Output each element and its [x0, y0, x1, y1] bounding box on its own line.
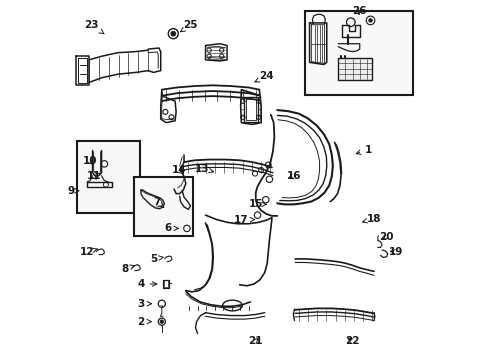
Text: 25: 25 — [180, 20, 198, 32]
Circle shape — [368, 19, 372, 22]
Bar — [305, 11, 413, 95]
Text: 10: 10 — [83, 156, 98, 166]
Bar — [338, 58, 372, 80]
Text: 18: 18 — [363, 214, 381, 224]
Text: 24: 24 — [255, 71, 274, 82]
Text: 11: 11 — [86, 171, 101, 181]
Text: 4: 4 — [137, 279, 157, 289]
Circle shape — [171, 31, 176, 36]
Text: 16: 16 — [287, 171, 302, 181]
Text: 26: 26 — [352, 6, 367, 16]
Text: 6: 6 — [164, 224, 178, 233]
Text: 14: 14 — [172, 165, 186, 175]
Text: 17: 17 — [234, 215, 255, 225]
Text: 15: 15 — [248, 199, 266, 210]
Text: 5: 5 — [150, 254, 163, 264]
Text: 20: 20 — [379, 232, 393, 242]
Text: 22: 22 — [345, 336, 360, 346]
Text: 21: 21 — [248, 336, 262, 346]
Text: 19: 19 — [389, 247, 403, 257]
Bar — [134, 177, 193, 236]
Text: 12: 12 — [80, 247, 98, 257]
Circle shape — [160, 320, 164, 323]
Text: 1: 1 — [356, 144, 372, 154]
Text: 13: 13 — [195, 163, 214, 174]
Bar — [77, 141, 140, 213]
Text: 9: 9 — [68, 186, 79, 196]
Text: 3: 3 — [137, 299, 151, 309]
Text: 2: 2 — [137, 317, 151, 327]
Text: 23: 23 — [84, 20, 104, 34]
Text: 8: 8 — [121, 264, 135, 274]
Text: 7: 7 — [153, 197, 164, 207]
